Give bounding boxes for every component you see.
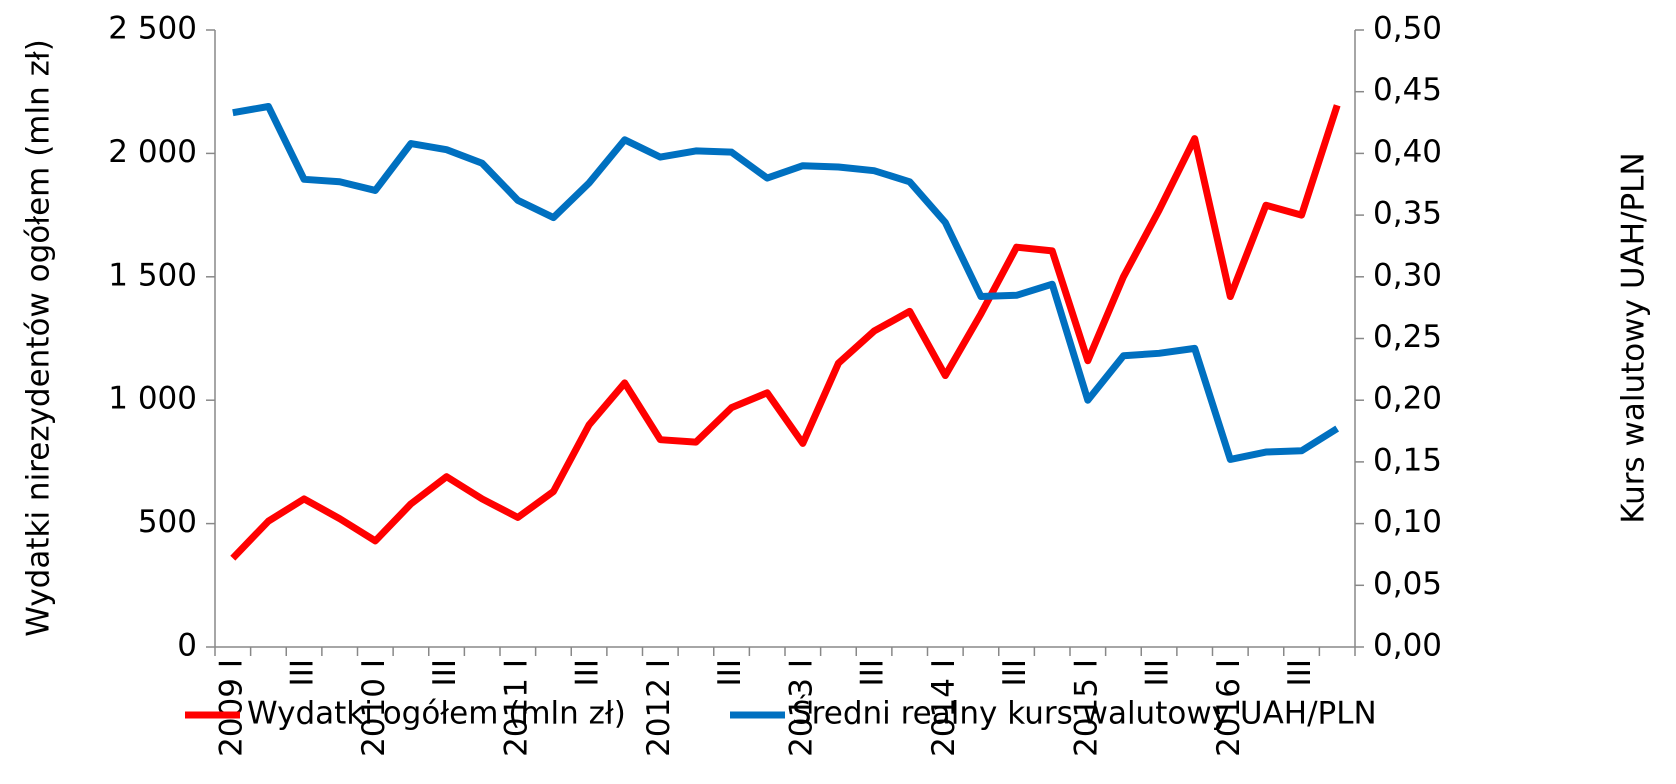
x-tick-label: III: [997, 659, 1033, 686]
y-tick-label: 500: [138, 504, 197, 540]
y2-tick-label: 0,35: [1373, 196, 1442, 232]
y2-tick-label: 0,50: [1373, 11, 1442, 47]
x-tick-label: III: [855, 659, 891, 686]
y2-tick-label: 0,15: [1373, 442, 1442, 478]
x-tick-label: 2015 I: [1068, 659, 1104, 757]
x-tick-label: 2014 I: [926, 659, 962, 757]
y2-axis-title: Kurs walutowy UAH/PLN: [1616, 152, 1652, 523]
x-tick-label: 2013 I: [783, 659, 819, 757]
series-line: [232, 103, 1340, 463]
x-tick-label: III: [285, 659, 321, 686]
y-tick-label: 1 000: [108, 381, 197, 417]
y2-tick-label: 0,25: [1373, 319, 1442, 355]
legend-label: Średni realny kurs walutowy UAH/PLN: [792, 695, 1377, 732]
y-tick-label: 0: [177, 628, 197, 664]
x-tick-label: 2016 I: [1211, 659, 1247, 757]
x-tick-label: III: [1282, 659, 1318, 686]
y-tick-label: 1 500: [108, 257, 197, 293]
x-tick-label: 2010 I: [356, 659, 392, 757]
y2-tick-label: 0,30: [1373, 257, 1442, 293]
y2-tick-label: 0,10: [1373, 504, 1442, 540]
y-axis-title: Wydatki nirezydentów ogółem (mln zł): [21, 39, 57, 637]
x-tick-label: 2012 I: [641, 659, 677, 757]
y-tick-label: 2 000: [108, 134, 197, 170]
y2-tick-label: 0,00: [1373, 628, 1442, 664]
x-tick-label: III: [570, 659, 606, 686]
x-tick-label: III: [427, 659, 463, 686]
x-tick-label: III: [1140, 659, 1176, 686]
x-tick-label: III: [712, 659, 748, 686]
series-line: [230, 104, 1341, 561]
y2-tick-label: 0,45: [1373, 72, 1442, 108]
y2-tick-label: 0,40: [1373, 134, 1442, 170]
y2-tick-label: 0,05: [1373, 566, 1442, 602]
y-tick-label: 2 500: [108, 11, 197, 47]
x-tick-label: 2011 I: [498, 659, 534, 757]
x-tick-label: 2009 I: [213, 659, 249, 757]
y2-tick-label: 0,20: [1373, 381, 1442, 417]
legend-label: Wydatki ogółem (mln zł): [247, 696, 626, 732]
